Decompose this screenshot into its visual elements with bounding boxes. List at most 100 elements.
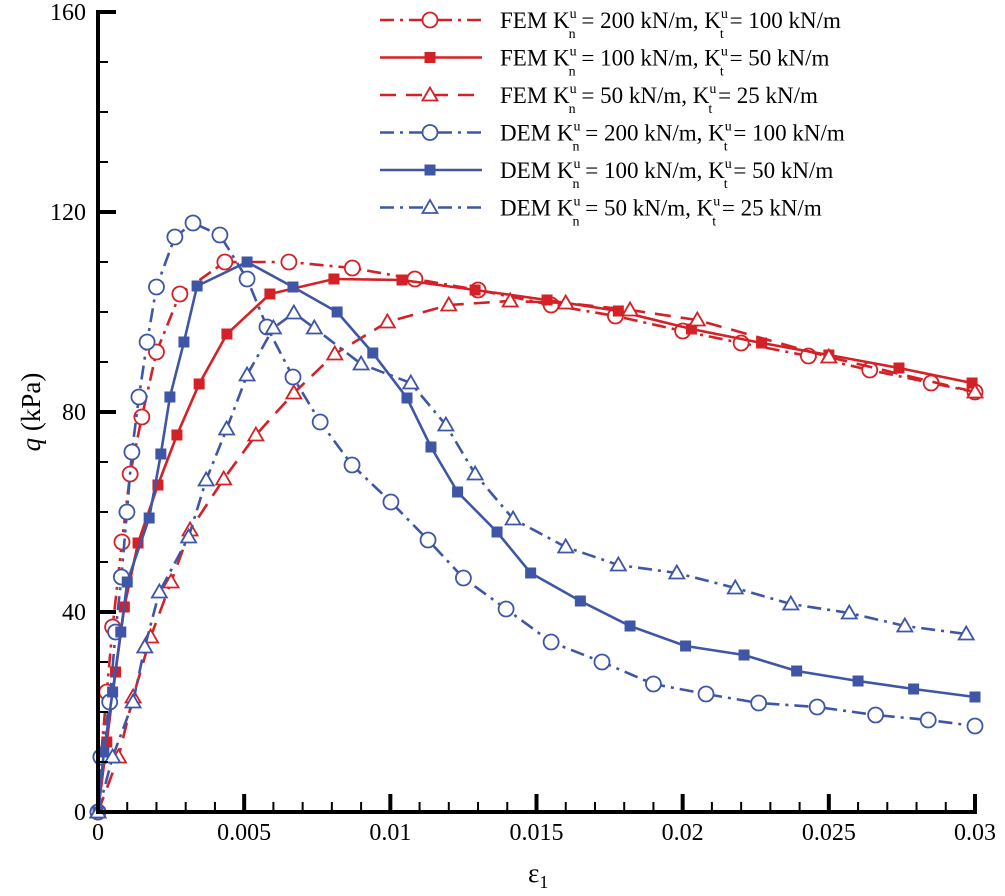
data-point-triangle: [264, 318, 283, 335]
x-tick-label: 0.03: [954, 820, 996, 846]
data-point-triangle: [124, 692, 143, 709]
data-point-square: [574, 595, 586, 607]
x-axis-label-symbol: ε: [528, 858, 539, 888]
data-point-square: [164, 391, 176, 403]
data-point-circle: [216, 253, 234, 271]
data-point-square: [193, 378, 205, 390]
data-point-circle: [919, 711, 937, 729]
legend-label-part: u: [709, 82, 716, 97]
data-point-triangle: [688, 310, 707, 327]
legend-entry: DEM Ku n = 200 kN/m, Ku t = 100 kN/m: [380, 120, 845, 155]
data-point-circle: [419, 531, 437, 549]
legend-label-part: u: [721, 7, 728, 22]
data-point-triangle: [895, 616, 914, 633]
data-point-square: [328, 273, 340, 285]
y-tick-label: 80: [62, 400, 86, 426]
legend-label-part: = 100 kN/m: [724, 8, 841, 33]
x-tick-label: 0.01: [369, 820, 411, 846]
data-point-triangle: [819, 347, 838, 364]
data-point-circle: [966, 717, 984, 735]
data-point-circle: [118, 503, 136, 521]
x-tick-label: 0.005: [217, 820, 271, 846]
legend-label: FEM Ku n = 200 kN/m, Ku t = 100 kN/m: [500, 7, 841, 42]
legend-label-part: t: [708, 102, 712, 117]
legend-label-part: DEM: [500, 196, 557, 221]
legend-label-part: n: [569, 27, 576, 42]
data-point-triangle: [439, 295, 458, 312]
data-point-square: [396, 274, 408, 286]
data-point-triangle: [378, 312, 397, 329]
data-point-triangle: [150, 582, 169, 599]
data-point-square: [241, 256, 253, 268]
series-dem-square: [92, 256, 981, 818]
x-axis-label-sub: 1: [539, 872, 548, 892]
data-point-circle: [697, 685, 715, 703]
data-point-triangle: [217, 419, 236, 436]
legend-label-part: K: [708, 158, 725, 183]
series-line: [96, 260, 976, 813]
data-point-circle: [184, 214, 202, 232]
data-point-triangle: [501, 291, 520, 308]
y-axis-label: q (kPa): [16, 373, 46, 452]
data-point-triangle: [197, 470, 216, 487]
y-tick-label: 40: [62, 600, 86, 626]
legend-marker-square: [424, 52, 436, 63]
data-point-circle: [645, 675, 662, 693]
data-point-square: [756, 337, 768, 349]
series-line: [96, 311, 967, 813]
legend-entry: FEM Ku n = 50 kN/m, Ku t = 25 kN/m: [380, 82, 818, 117]
data-point-square: [685, 323, 697, 335]
data-point-square: [525, 567, 537, 579]
data-point-square: [121, 576, 133, 588]
legend-label: FEM Ku n = 100 kN/m, Ku t = 50 kN/m: [500, 45, 830, 80]
data-point-triangle: [214, 469, 233, 486]
data-point-square: [738, 649, 750, 661]
legend-label-part: t: [724, 140, 728, 155]
x-tick-label: 0.02: [662, 820, 704, 846]
data-point-triangle: [238, 365, 257, 382]
x-axis-label: ε1: [528, 858, 548, 892]
data-point-square: [287, 281, 299, 293]
legend-entry: FEM Ku n = 100 kN/m, Ku t = 50 kN/m: [380, 45, 830, 80]
series-dem-circle: [89, 214, 984, 821]
legend-marker-triangle: [420, 198, 440, 214]
legend-label-part: u: [574, 157, 581, 172]
legend-label-part: K: [557, 158, 574, 183]
data-point-square: [132, 537, 144, 549]
data-point-circle: [343, 259, 361, 277]
data-point-circle: [238, 270, 256, 288]
data-point-circle: [123, 443, 141, 461]
legend-label-part: t: [720, 65, 724, 80]
data-point-square: [893, 362, 905, 374]
data-point-square: [966, 377, 978, 389]
data-point-circle: [343, 456, 361, 474]
data-point-square: [143, 512, 155, 524]
legend-label-part: u: [574, 195, 581, 210]
legend-label-part: t: [712, 215, 716, 230]
data-point-circle: [542, 633, 560, 651]
data-point-circle: [382, 493, 400, 511]
data-point-triangle: [284, 303, 303, 320]
legend-label-part: K: [553, 46, 570, 71]
data-point-triangle: [436, 415, 455, 432]
data-point-circle: [311, 413, 329, 431]
data-point-triangle: [840, 603, 859, 620]
legend-label-part: = 50 kN/m,: [580, 196, 697, 221]
data-point-triangle: [284, 383, 303, 400]
data-point-circle: [284, 368, 302, 386]
data-point-square: [367, 347, 379, 359]
legend-label-part: u: [725, 120, 732, 135]
legend-label-part: = 50 kN/m: [728, 158, 834, 183]
data-point-square: [98, 746, 110, 758]
legend-label-part: n: [573, 177, 580, 192]
series-dem-triangle: [88, 303, 976, 819]
legend-label-part: = 50 kN/m,: [576, 83, 693, 108]
y-tick-label: 120: [50, 200, 86, 226]
data-point-circle: [593, 653, 611, 671]
data-point-triangle: [781, 594, 800, 611]
data-point-circle: [867, 706, 885, 724]
legend-label-part: K: [557, 196, 574, 221]
legend-label-part: K: [704, 46, 721, 71]
data-point-square: [452, 486, 464, 498]
